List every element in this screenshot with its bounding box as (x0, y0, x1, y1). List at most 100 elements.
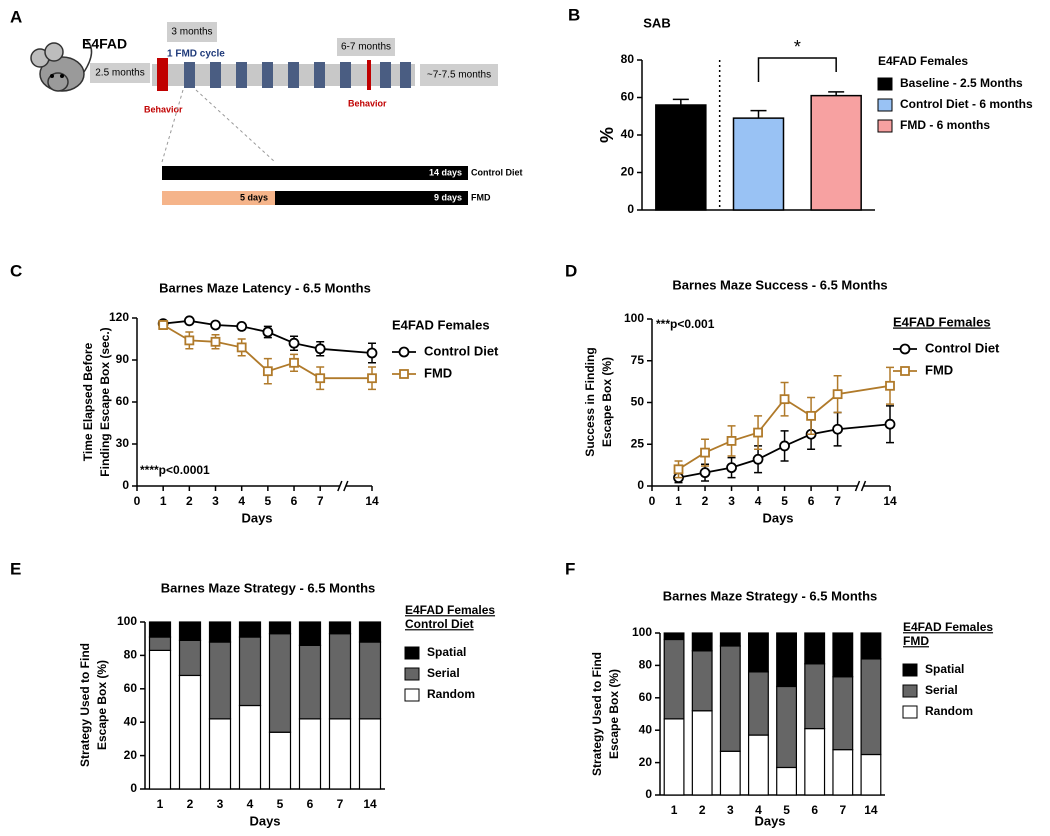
marker (753, 427, 763, 438)
x-tick-label: 4 (238, 494, 245, 508)
legend-label: FMD (424, 365, 452, 380)
y-tick-label: 100 (117, 614, 137, 628)
bar-segment (776, 632, 798, 688)
bar-segment (747, 632, 769, 673)
marker (210, 336, 221, 347)
bar-segment (268, 621, 292, 635)
marker (210, 319, 221, 331)
bar-segment (719, 750, 741, 796)
y-tick-label: 60 (116, 394, 130, 408)
x-axis-label: Days (249, 813, 280, 828)
x-tick-label: 7 (317, 494, 324, 508)
bar-segment (298, 621, 322, 646)
x-tick-label: 3 (212, 494, 219, 508)
legend-label: Serial (427, 666, 460, 680)
x-tick-label: 2 (187, 797, 194, 811)
legend-label: FMD - 6 months (900, 118, 990, 132)
legend-swatch (877, 77, 893, 91)
label-box (90, 63, 150, 83)
bar-segment (238, 621, 262, 638)
x-axis-label: Days (754, 813, 785, 828)
chart-title: Barnes Maze Strategy - 6.5 Months (663, 588, 878, 603)
bar-segment (358, 718, 382, 790)
y-tick-label: 0 (627, 202, 634, 216)
y-axis-label: % (597, 127, 617, 143)
panel-letter: C (10, 261, 22, 280)
x-tick-label: 0 (649, 494, 656, 508)
bar-segment (747, 734, 769, 796)
bar-segment (178, 674, 202, 790)
y-tick-label: 20 (124, 748, 138, 762)
y-tick-label: 120 (109, 310, 129, 324)
legend-marker (899, 343, 911, 355)
bar-segment (208, 621, 232, 643)
y-tick-label: 40 (639, 722, 653, 736)
legend-label: Spatial (925, 662, 964, 676)
control-days: 14 days (429, 167, 462, 177)
x-tick-label: 4 (755, 803, 762, 817)
y-tick-label: 60 (124, 681, 138, 695)
legend-marker (399, 369, 409, 379)
start-label: 2.5 months (95, 68, 144, 79)
legend-title: E4FAD Females (878, 54, 968, 68)
marker (288, 337, 300, 349)
legend-label: Control Diet (424, 343, 499, 358)
zoom-line (161, 89, 184, 163)
legend-swatch (902, 663, 918, 677)
y-tick-label: 90 (116, 352, 130, 366)
legend-title: E4FAD Females (405, 603, 495, 617)
bar-segment (719, 632, 741, 647)
legend-label: Serial (925, 683, 958, 697)
x-tick-label: 3 (728, 494, 735, 508)
marker (262, 366, 273, 377)
bar-segment (328, 633, 352, 720)
behavior-marker (367, 60, 371, 90)
y-tick-label: 0 (637, 478, 644, 492)
axis-break (337, 480, 343, 492)
bar-segment (747, 671, 769, 736)
chart-title: Barnes Maze Success - 6.5 Months (672, 277, 887, 292)
x-tick-label: 6 (291, 494, 298, 508)
bar-segment (178, 621, 202, 641)
marker (158, 320, 169, 330)
legend-label: Random (925, 704, 973, 718)
bar-segment (860, 632, 882, 660)
panel-letter: A (10, 7, 22, 26)
y-tick-label: 75 (631, 353, 645, 367)
behavior-label: Behavior (144, 104, 183, 114)
bar-segment (832, 632, 854, 678)
error-bar (672, 98, 689, 105)
behavior-marker (157, 58, 168, 91)
x-axis-label: Days (241, 510, 272, 525)
bar-segment (776, 685, 798, 769)
label-box (420, 64, 498, 86)
y-tick-label: 40 (621, 127, 635, 141)
legend-label: Random (427, 687, 475, 701)
legend-title: E4FAD Females (392, 317, 490, 332)
bar-segment (328, 718, 352, 790)
x-tick-label: 3 (217, 797, 224, 811)
axis-break (854, 480, 861, 492)
marker (673, 464, 684, 475)
interval-label: 3 months (171, 27, 212, 38)
legend-swatch (902, 705, 918, 719)
x-tick-label: 7 (839, 803, 846, 817)
x-tick-label: 2 (186, 494, 193, 508)
y-tick-label: 0 (645, 787, 652, 801)
x-tick-label: 1 (671, 803, 678, 817)
bar-segment (663, 638, 685, 720)
x-tick-label: 5 (277, 797, 284, 811)
diagram-panel-a: A E4FAD 2.5 months 3 months 1 FMD cycle … (10, 7, 523, 205)
marker (885, 380, 895, 391)
y-tick-label: 80 (124, 648, 138, 662)
y-axis-label: Strategy Used to Find (590, 652, 604, 776)
y-tick-label: 100 (632, 625, 652, 639)
annotation: ***p<0.001 (656, 317, 715, 331)
x-tick-label: 6 (307, 797, 314, 811)
bar-segment (832, 676, 854, 751)
bar (732, 117, 785, 211)
bar (810, 94, 862, 211)
fmd-name: FMD (471, 192, 491, 202)
marker (367, 373, 377, 384)
bar-segment (832, 749, 854, 796)
